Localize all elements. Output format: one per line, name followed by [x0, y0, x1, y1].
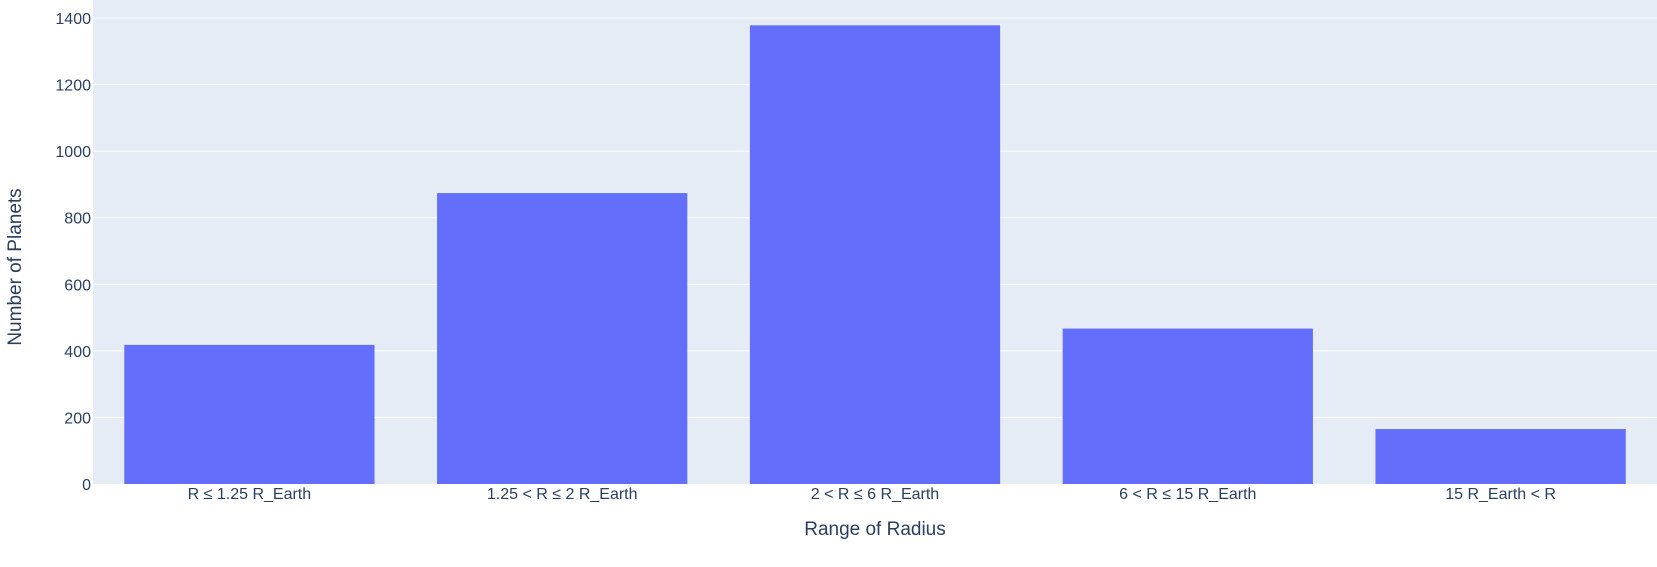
x-tick-label: 1.25 < R ≤ 2 R_Earth	[487, 486, 638, 503]
y-tick-label: 0	[82, 477, 91, 494]
x-tick-label: 2 < R ≤ 6 R_Earth	[811, 486, 939, 503]
x-tick-labels: R ≤ 1.25 R_Earth 1.25 < R ≤ 2 R_Earth 2 < …	[188, 486, 1556, 503]
x-axis-title: Range of Radius	[804, 519, 946, 540]
bar	[437, 193, 688, 484]
y-tick-label: 600	[64, 277, 91, 294]
x-tick-label: 15 R_Earth < R	[1445, 486, 1556, 503]
y-axis-title: Number of Planets	[5, 188, 26, 345]
bar	[1375, 429, 1626, 484]
y-tick-label: 800	[64, 211, 91, 228]
bar	[749, 25, 1001, 485]
bars	[124, 25, 1626, 485]
bar	[124, 344, 375, 484]
y-tick-label: 200	[64, 410, 91, 427]
x-tick-label: R ≤ 1.25 R_Earth	[188, 486, 312, 503]
y-tick-label: 1000	[55, 144, 91, 161]
y-tick-label: 400	[64, 344, 91, 361]
bar	[1062, 328, 1313, 484]
y-tick-labels: 0 200 400 600 800 1000 1200 1400	[55, 11, 91, 494]
y-tick-label: 1400	[55, 11, 91, 28]
y-tick-label: 1200	[55, 78, 91, 95]
x-tick-label: 6 < R ≤ 15 R_Earth	[1119, 486, 1256, 503]
